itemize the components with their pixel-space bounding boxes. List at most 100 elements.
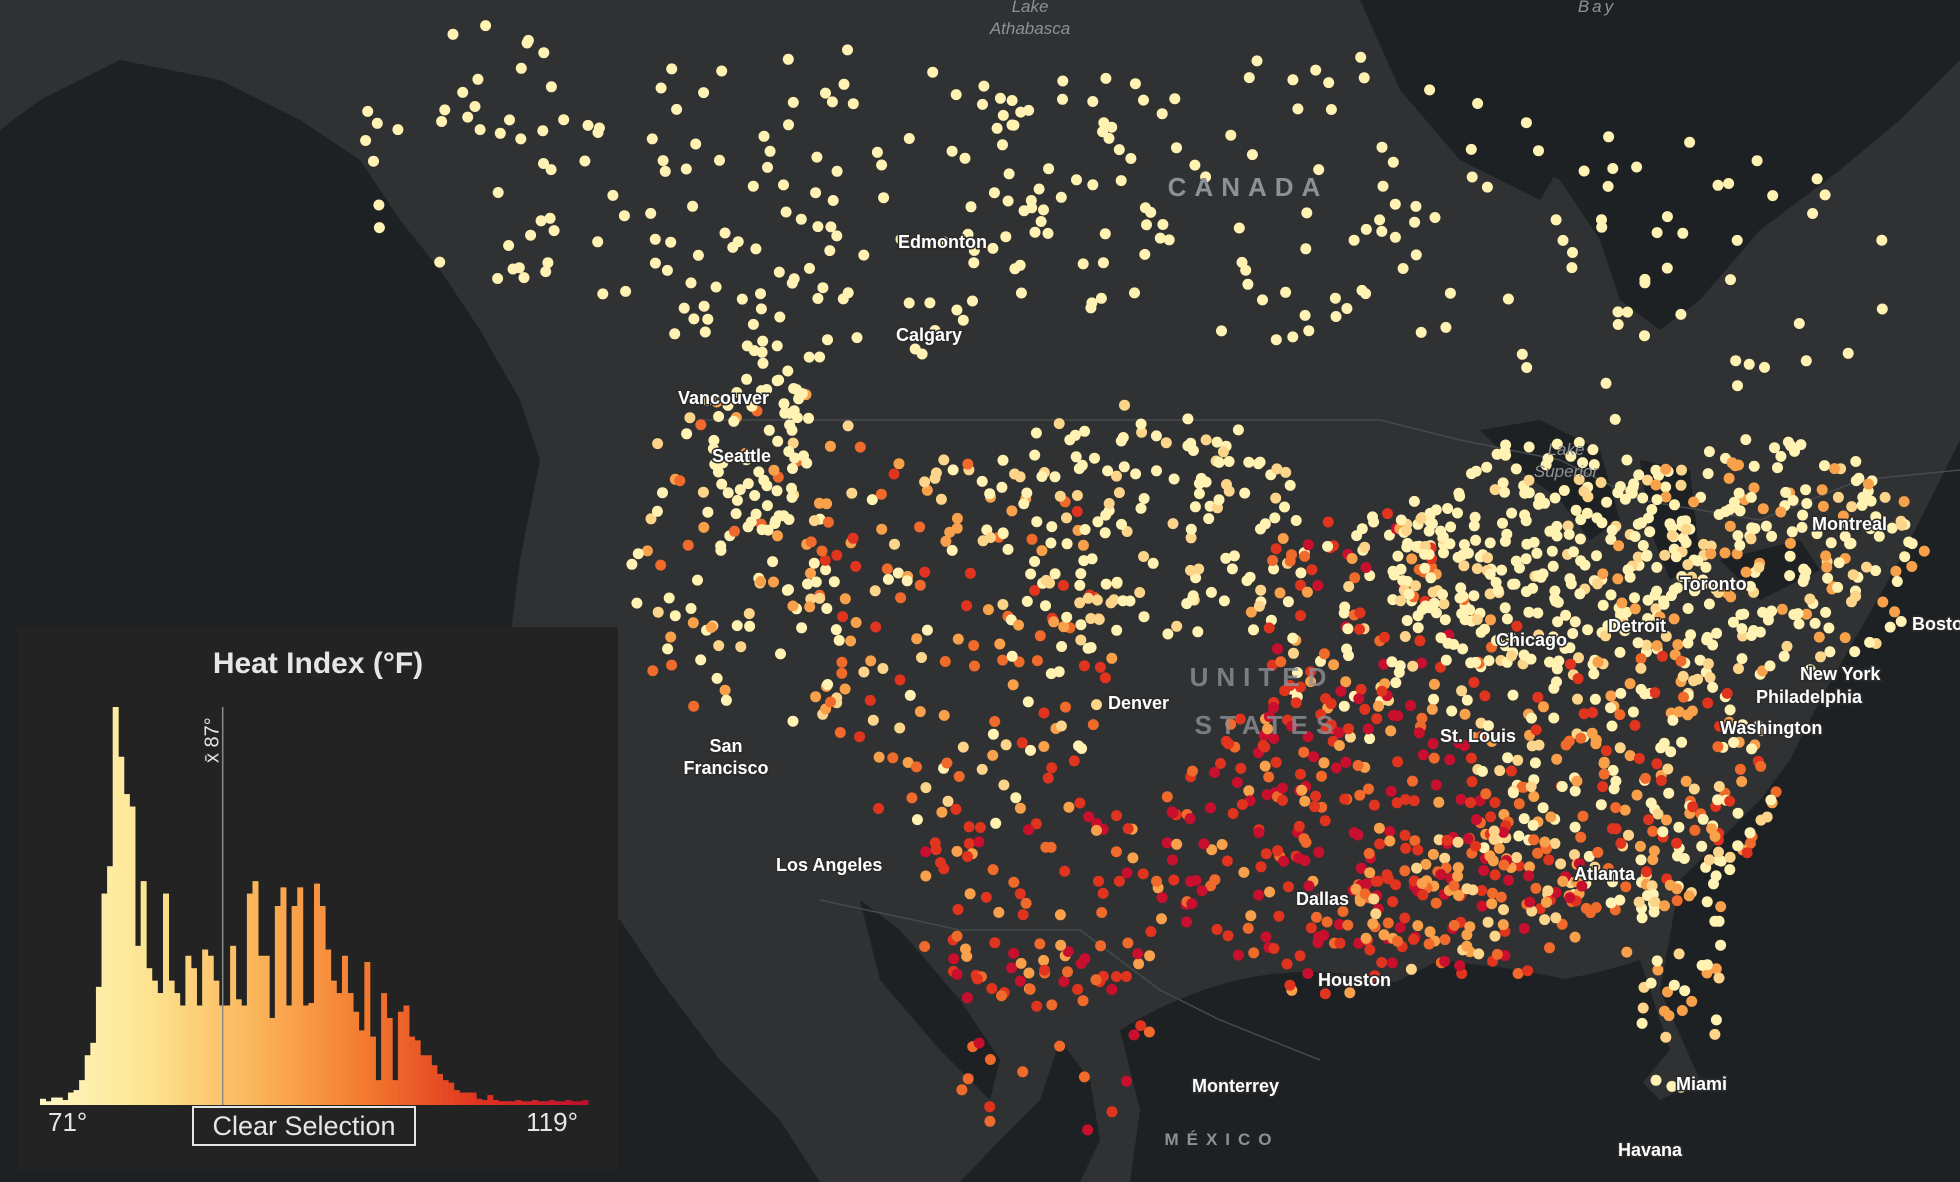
station-dot[interactable]	[1329, 292, 1341, 304]
station-dot[interactable]	[976, 475, 988, 487]
station-dot[interactable]	[1225, 129, 1237, 141]
station-dot[interactable]	[1692, 555, 1704, 567]
station-dot[interactable]	[1753, 720, 1764, 732]
station-dot[interactable]	[1271, 463, 1283, 475]
station-dot[interactable]	[521, 37, 533, 49]
station-dot[interactable]	[1435, 632, 1447, 644]
station-dot[interactable]	[1416, 657, 1427, 669]
station-dot[interactable]	[763, 424, 775, 436]
station-dot[interactable]	[1759, 361, 1770, 373]
station-dot[interactable]	[1079, 524, 1091, 535]
histogram-bar[interactable]	[470, 1092, 477, 1105]
station-dot[interactable]	[1475, 731, 1487, 743]
station-dot[interactable]	[1442, 503, 1454, 514]
station-dot[interactable]	[1863, 519, 1875, 531]
station-dot[interactable]	[1106, 652, 1118, 664]
station-dot[interactable]	[1448, 638, 1460, 650]
station-dot[interactable]	[985, 532, 996, 543]
station-dot[interactable]	[1650, 479, 1662, 491]
station-dot[interactable]	[1069, 429, 1081, 441]
station-dot[interactable]	[1516, 348, 1528, 360]
station-dot[interactable]	[1306, 564, 1318, 576]
station-dot[interactable]	[1499, 486, 1510, 498]
station-dot[interactable]	[1820, 550, 1832, 562]
station-dot[interactable]	[808, 557, 820, 569]
station-dot[interactable]	[1484, 568, 1496, 580]
histogram-bar[interactable]	[67, 1092, 74, 1105]
station-dot[interactable]	[830, 624, 842, 636]
station-dot[interactable]	[1764, 660, 1776, 672]
station-dot[interactable]	[1448, 919, 1460, 931]
station-dot[interactable]	[1661, 262, 1673, 274]
station-dot[interactable]	[1006, 505, 1018, 517]
station-dot[interactable]	[1356, 284, 1368, 296]
station-dot[interactable]	[1211, 436, 1223, 448]
station-dot[interactable]	[1440, 654, 1452, 666]
station-dot[interactable]	[1444, 729, 1456, 741]
station-dot[interactable]	[749, 490, 761, 501]
station-dot[interactable]	[1406, 553, 1418, 565]
station-dot[interactable]	[713, 411, 725, 422]
station-dot[interactable]	[1275, 656, 1287, 668]
station-dot[interactable]	[1453, 737, 1465, 749]
station-dot[interactable]	[1498, 859, 1510, 871]
station-dot[interactable]	[1193, 478, 1205, 489]
station-dot[interactable]	[946, 145, 958, 157]
histogram-chart[interactable]: x̄ 87°	[18, 627, 618, 1170]
station-dot[interactable]	[666, 659, 678, 671]
station-dot[interactable]	[1184, 813, 1196, 825]
histogram-bar[interactable]	[146, 968, 153, 1105]
station-dot[interactable]	[1669, 499, 1680, 511]
histogram-bar[interactable]	[168, 980, 175, 1106]
station-dot[interactable]	[462, 111, 474, 123]
histogram-bar[interactable]	[62, 1100, 69, 1105]
station-dot[interactable]	[870, 621, 882, 633]
station-dot[interactable]	[1200, 434, 1212, 446]
station-dot[interactable]	[924, 297, 936, 309]
station-dot[interactable]	[1325, 104, 1337, 115]
station-dot[interactable]	[1503, 874, 1515, 886]
station-dot[interactable]	[1767, 190, 1779, 202]
station-dot[interactable]	[1565, 450, 1577, 462]
station-dot[interactable]	[775, 648, 786, 660]
station-dot[interactable]	[1680, 537, 1692, 549]
station-dot[interactable]	[962, 228, 974, 240]
histogram-bar[interactable]	[297, 887, 304, 1105]
station-dot[interactable]	[1600, 630, 1612, 642]
station-dot[interactable]	[1724, 851, 1736, 863]
station-dot[interactable]	[698, 521, 710, 533]
station-dot[interactable]	[682, 539, 694, 551]
station-dot[interactable]	[1313, 164, 1325, 176]
station-dot[interactable]	[1551, 438, 1563, 450]
station-dot[interactable]	[1649, 687, 1661, 699]
station-dot[interactable]	[1664, 518, 1676, 530]
station-dot[interactable]	[1452, 870, 1464, 882]
station-dot[interactable]	[1890, 565, 1902, 577]
station-dot[interactable]	[920, 846, 932, 858]
station-dot[interactable]	[1734, 539, 1746, 551]
station-dot[interactable]	[957, 741, 969, 753]
station-dot[interactable]	[1387, 565, 1399, 577]
station-dot[interactable]	[1807, 208, 1819, 219]
station-dot[interactable]	[916, 348, 928, 360]
station-dot[interactable]	[1525, 781, 1537, 793]
station-dot[interactable]	[582, 119, 594, 131]
station-dot[interactable]	[1567, 247, 1578, 258]
station-dot[interactable]	[1861, 561, 1872, 573]
station-dot[interactable]	[1113, 487, 1125, 499]
station-dot[interactable]	[457, 86, 469, 98]
station-dot[interactable]	[699, 326, 711, 338]
histogram-bar[interactable]	[554, 1101, 561, 1105]
station-dot[interactable]	[1244, 571, 1256, 583]
station-dot[interactable]	[1110, 846, 1122, 858]
station-dot[interactable]	[1132, 948, 1144, 960]
station-dot[interactable]	[1775, 506, 1787, 518]
station-dot[interactable]	[876, 159, 888, 171]
station-dot[interactable]	[1723, 716, 1735, 728]
station-dot[interactable]	[1259, 518, 1271, 530]
station-dot[interactable]	[755, 385, 767, 397]
station-dot[interactable]	[1684, 136, 1696, 148]
station-dot[interactable]	[1624, 750, 1636, 762]
station-dot[interactable]	[607, 189, 619, 201]
station-dot[interactable]	[1731, 548, 1743, 560]
